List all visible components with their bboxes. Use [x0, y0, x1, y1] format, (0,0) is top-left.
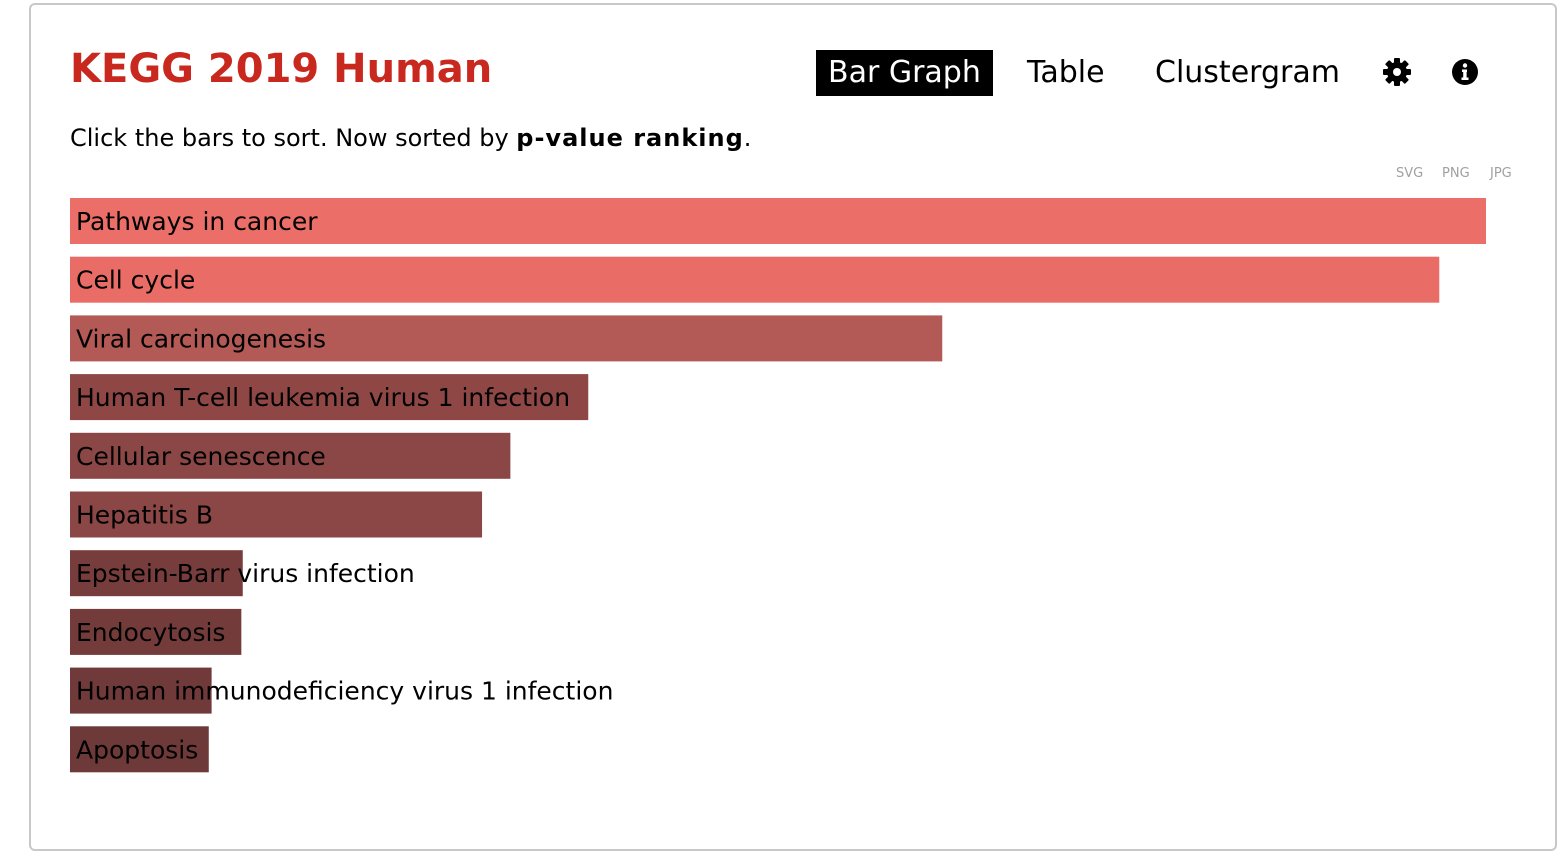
bar[interactable] — [70, 491, 483, 538]
bar-group[interactable]: Human T-cell leukemia virus 1 infection — [70, 374, 589, 421]
download-png-link[interactable]: PNG — [1442, 166, 1470, 181]
bar-group[interactable]: Viral carcinogenesis — [70, 315, 943, 362]
gear-icon[interactable] — [1382, 57, 1412, 87]
bar-label: Human T-cell leukemia virus 1 infection — [76, 383, 570, 412]
info-icon[interactable] — [1450, 57, 1480, 87]
bar-label: Pathways in cancer — [76, 207, 318, 236]
bar-group[interactable]: Apoptosis — [70, 726, 209, 773]
sort-instructions: Click the bars to sort. Now sorted by p-… — [70, 120, 751, 156]
bar-label: Epstein-Barr virus infection — [76, 559, 415, 588]
sort-instructions-prefix: Click the bars to sort. Now sorted by — [70, 124, 517, 152]
bar[interactable] — [70, 315, 943, 362]
bar-group[interactable]: Epstein-Barr virus infection — [70, 550, 415, 597]
tab-table[interactable]: Table — [1027, 55, 1105, 90]
tab-clustergram[interactable]: Clustergram — [1155, 55, 1340, 90]
bar[interactable] — [70, 726, 209, 773]
bar-group[interactable]: Endocytosis — [70, 608, 242, 655]
bar[interactable] — [70, 374, 589, 421]
bar[interactable] — [70, 550, 243, 597]
sort-key: p-value ranking — [516, 124, 744, 152]
chart-panel — [29, 3, 1557, 851]
bar-label: Viral carcinogenesis — [76, 324, 326, 353]
bar-label: Cell cycle — [76, 266, 195, 295]
tab-bar-graph[interactable]: Bar Graph — [816, 50, 993, 96]
bar-label: Cellular senescence — [76, 442, 326, 471]
bar-group[interactable]: Cell cycle — [70, 256, 1440, 303]
bar[interactable] — [70, 608, 242, 655]
bar[interactable] — [70, 432, 511, 479]
bar-label: Apoptosis — [76, 735, 198, 764]
bar-group[interactable]: Cellular senescence — [70, 432, 511, 479]
sort-instructions-suffix: . — [743, 124, 752, 152]
bar[interactable] — [70, 198, 1486, 244]
bar-label: Endocytosis — [76, 618, 225, 647]
bar-label: Human immunodeficiency virus 1 infection — [76, 677, 613, 706]
bar-group[interactable]: Human immunodeficiency virus 1 infection — [70, 667, 613, 714]
bar[interactable] — [70, 256, 1440, 303]
bar-group[interactable]: Pathways in cancer — [70, 198, 1486, 244]
download-jpg-link[interactable]: JPG — [1490, 166, 1512, 181]
download-svg-link[interactable]: SVG — [1396, 166, 1424, 181]
bar-label: Hepatitis B — [76, 501, 213, 530]
bar-group[interactable]: Hepatitis B — [70, 491, 483, 538]
bar[interactable] — [70, 667, 212, 714]
page-title: KEGG 2019 Human — [70, 46, 493, 92]
